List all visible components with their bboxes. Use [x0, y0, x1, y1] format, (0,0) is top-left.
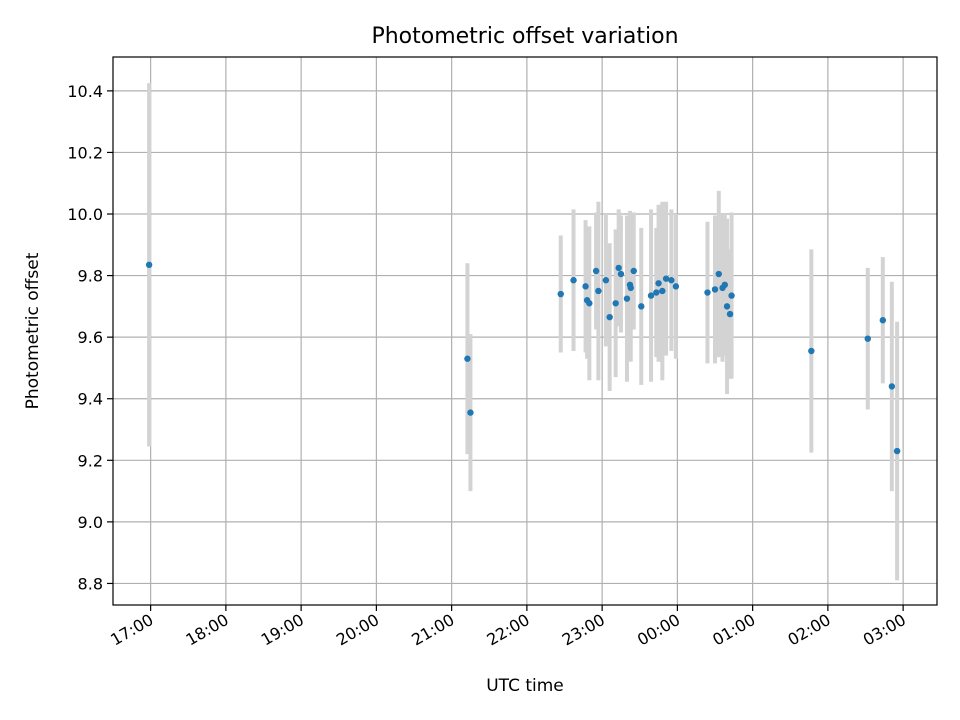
x-tick-label: 21:00 [408, 610, 457, 650]
x-tick-label: 18:00 [182, 610, 231, 650]
y-tick-label: 10.4 [67, 82, 103, 101]
data-point [592, 267, 600, 275]
y-axis-label: Photometric offset [23, 252, 43, 409]
data-point [893, 447, 901, 455]
data-point [627, 284, 634, 292]
data-point [711, 286, 719, 293]
error-bars [147, 83, 900, 581]
data-point [879, 317, 887, 324]
data-point [728, 292, 735, 299]
x-axis: 17:00 18:00 19:00 20:00 21:00 22:00 23:00 00:00… [107, 605, 909, 650]
data-point [623, 295, 631, 302]
y-tick-label: 9.6 [78, 328, 103, 347]
x-tick-label: 19:00 [258, 610, 307, 650]
data-point [668, 277, 675, 284]
data-point [557, 290, 564, 298]
chart-title: Photometric offset variation [371, 24, 678, 49]
x-tick-label: 02:00 [784, 610, 833, 650]
x-tick-label: 03:00 [860, 610, 909, 650]
data-point [615, 264, 622, 272]
data-point [655, 280, 662, 287]
y-tick-label: 9.0 [78, 513, 103, 532]
data-point [467, 409, 474, 416]
x-tick-label: 01:00 [709, 610, 758, 650]
grid [113, 57, 937, 605]
x-tick-label: 20:00 [333, 610, 382, 650]
data-point [662, 275, 670, 282]
data-point [647, 292, 655, 299]
data-point [638, 303, 645, 310]
data-point [586, 300, 593, 307]
y-tick-label: 9.4 [78, 390, 103, 409]
y-tick-label: 8.8 [78, 574, 103, 593]
data-point [721, 281, 728, 289]
data-point [617, 270, 625, 278]
data-point [808, 347, 815, 355]
data-point [145, 261, 153, 269]
data-point [659, 287, 666, 295]
x-tick-label: 00:00 [634, 610, 683, 650]
x-tick-label: 17:00 [107, 610, 156, 650]
y-tick-label: 10.0 [67, 205, 103, 224]
data-point [612, 300, 619, 307]
data-point [888, 383, 896, 390]
y-tick-label: 10.2 [67, 143, 103, 162]
data-point [653, 289, 660, 296]
y-tick-label: 9.2 [78, 451, 103, 470]
data-point [602, 277, 610, 284]
data-point [606, 313, 613, 321]
y-tick-label: 9.8 [78, 267, 103, 286]
plot-frame [112, 56, 938, 606]
data-point [464, 355, 471, 362]
data-points [145, 261, 901, 455]
data-point [723, 303, 731, 310]
data-point [582, 283, 589, 290]
data-point [726, 310, 734, 318]
data-point [630, 267, 637, 275]
data-point [570, 277, 577, 284]
y-axis: 8.8 9.0 9.2 9.4 9.6 9.8 10.0 10.2 10.4 [67, 82, 113, 593]
x-tick-label: 22:00 [483, 610, 532, 650]
data-point [595, 287, 602, 295]
data-point [715, 270, 722, 278]
x-axis-label: UTC time [486, 676, 564, 696]
data-point [672, 283, 680, 290]
data-point [864, 335, 871, 342]
data-point [704, 289, 711, 296]
x-tick-label: 23:00 [559, 610, 608, 650]
